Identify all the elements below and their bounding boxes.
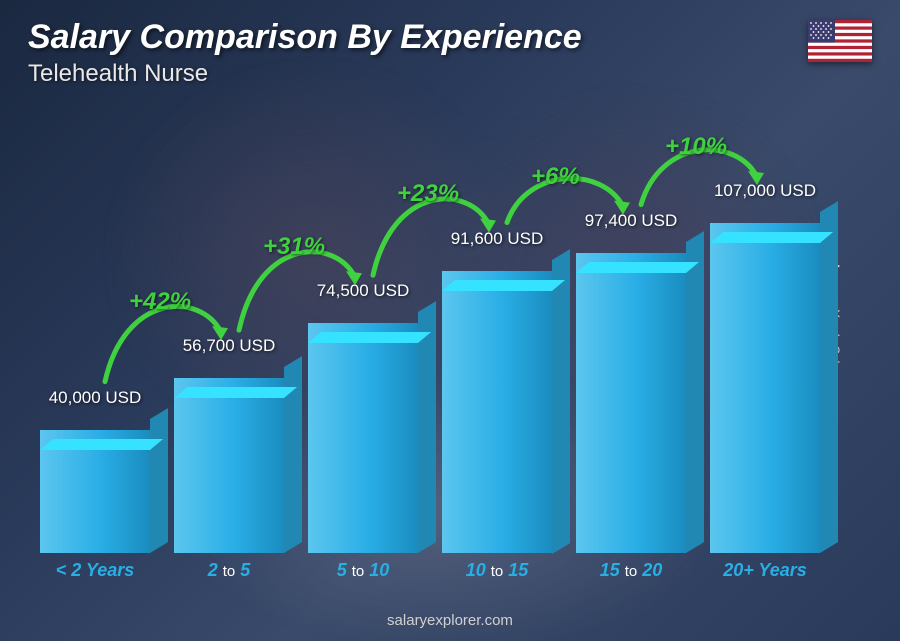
increment-label: +10% <box>665 133 727 161</box>
flag-us <box>808 20 872 62</box>
page-subtitle: Telehealth Nurse <box>28 60 208 88</box>
increment-arc: +10% <box>40 111 850 581</box>
salary-chart: 40,000 USD< 2 Years56,700 USD2 to 574,50… <box>40 111 850 581</box>
footer-attribution: salaryexplorer.com <box>0 612 900 629</box>
page-title: Salary Comparison By Experience <box>28 18 582 57</box>
